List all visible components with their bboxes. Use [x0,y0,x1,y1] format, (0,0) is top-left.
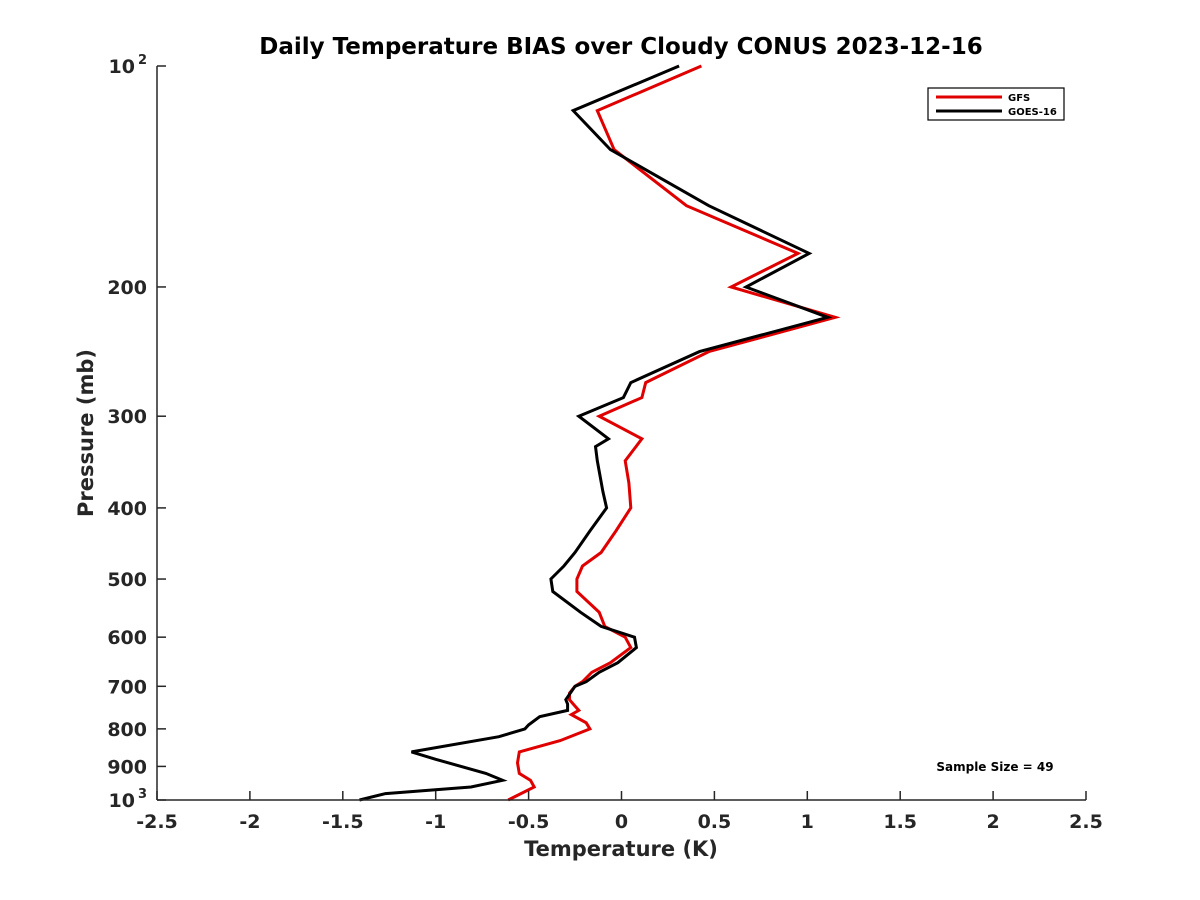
y-tick-label: 800 [107,719,147,741]
series-line-gfs [507,64,841,802]
x-axis-title: Temperature (K) [524,837,718,861]
x-tick-label: -0.5 [508,811,550,833]
legend-entries: GFS GOES-16 [936,93,1057,118]
x-tick-label: 2.5 [1069,811,1103,833]
y-tick-label: 700 [107,676,147,698]
x-tick-label: 0.5 [698,811,732,833]
y-tick-label: 10 [109,790,135,812]
sample-size-annotation: Sample Size = 49 [936,760,1053,774]
y-tick-label: 200 [107,277,147,299]
series-layer [359,64,841,802]
y-tick-label: 500 [107,569,147,591]
legend-label-goes-16: GOES-16 [1008,107,1057,118]
y-tick-label: 300 [107,406,147,428]
x-tick-label: -2 [239,811,260,833]
y-tick-exponent: 2 [138,53,147,68]
x-tick-label: -1.5 [322,811,364,833]
chart-title: Daily Temperature BIAS over Cloudy CONUS… [259,34,982,60]
x-tick-label: -2.5 [136,811,178,833]
y-tick-label: 600 [107,627,147,649]
legend-box [927,87,1065,121]
x-tick-label: 2 [986,811,999,833]
legend: GFS GOES-16 [927,87,1065,121]
x-tick-label: -1 [425,811,446,833]
x-ticks: -2.5 -2 -1.5 -1 -0.5 0 0.5 1 1.5 2 2.5 [136,791,1103,833]
y-tick-exponent: 3 [138,787,147,802]
y-axis-title: Pressure (mb) [74,349,98,517]
y-tick-label: 10 [109,56,135,78]
x-tick-label: 1.5 [883,811,917,833]
legend-label-gfs: GFS [1008,93,1030,104]
y-tick-label: 900 [107,756,147,778]
y-tick-label: 400 [107,498,147,520]
series-line-goes-16 [359,64,833,802]
x-tick-label: 1 [801,811,814,833]
x-tick-label: 0 [615,811,628,833]
